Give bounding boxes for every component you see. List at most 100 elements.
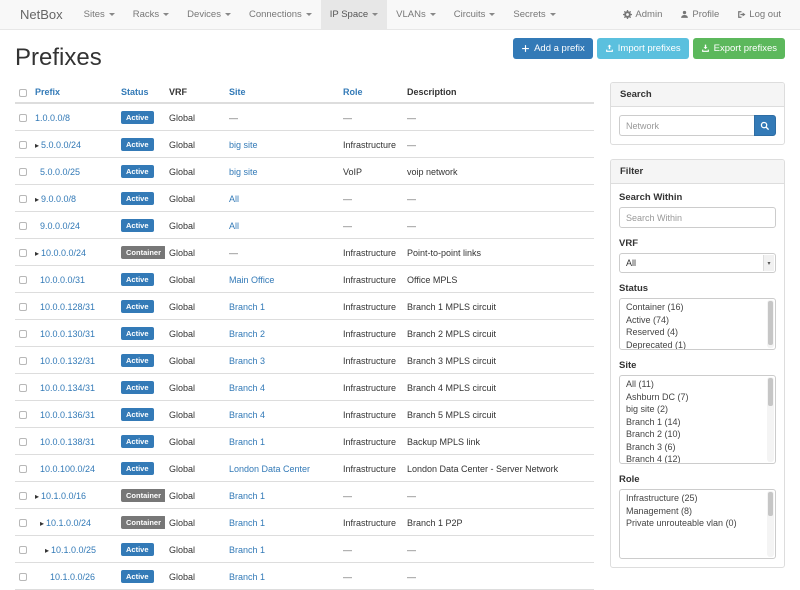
row-checkbox[interactable] <box>19 195 27 204</box>
prefix-link[interactable]: 9.0.0.0/8 <box>41 193 77 204</box>
nav-item-profile[interactable]: Profile <box>671 0 728 29</box>
site-filter-list[interactable]: All (11) Ashburn DC (7) big site (2) Branch… <box>619 375 776 464</box>
site-link[interactable]: Main Office <box>229 274 275 285</box>
prefix-link[interactable]: 10.0.0.134/31 <box>40 382 96 393</box>
site-link[interactable]: Branch 1 <box>229 571 266 582</box>
site-link[interactable]: big site <box>229 139 258 150</box>
filter-option[interactable]: Branch 3 (6) <box>626 441 676 452</box>
prefix-link[interactable]: 10.0.0.0/24 <box>41 247 87 258</box>
nav-item-racks[interactable]: Racks <box>124 0 178 29</box>
scrollbar[interactable] <box>767 377 774 462</box>
row-checkbox[interactable] <box>19 438 27 447</box>
row-checkbox[interactable] <box>19 249 27 258</box>
site-link[interactable]: Branch 1 <box>229 490 266 501</box>
search-within-input[interactable] <box>619 207 776 228</box>
filter-option[interactable]: Ashburn DC (7) <box>626 391 689 402</box>
search-button[interactable] <box>753 115 776 136</box>
scrollbar-thumb[interactable] <box>768 301 773 345</box>
status-filter-list[interactable]: Container (16) Active (74) Reserved (4) Dep… <box>619 298 776 350</box>
prefix-link[interactable]: 10.1.0.0/24 <box>46 517 92 528</box>
prefix-link[interactable]: 10.0.0.138/31 <box>40 436 96 447</box>
site-link[interactable]: Branch 1 <box>229 517 266 528</box>
nav-item-vlans[interactable]: VLANs <box>387 0 445 29</box>
import-prefixes-button[interactable]: Import prefixes <box>596 38 689 59</box>
prefix-link[interactable]: 10.1.0.0/26 <box>50 571 96 582</box>
row-checkbox[interactable] <box>19 411 27 420</box>
row-checkbox[interactable] <box>19 492 27 501</box>
row-checkbox[interactable] <box>19 384 27 393</box>
description-cell: — <box>403 535 594 563</box>
site-link[interactable]: All <box>229 193 240 204</box>
scrollbar[interactable] <box>767 491 774 557</box>
row-checkbox[interactable] <box>19 357 27 366</box>
prefix-link[interactable]: 10.0.0.136/31 <box>40 409 96 420</box>
row-checkbox[interactable] <box>19 546 27 555</box>
row-checkbox[interactable] <box>19 222 27 231</box>
filter-option[interactable]: Infrastructure (25) <box>626 493 698 503</box>
site-link[interactable]: Branch 4 <box>229 409 266 420</box>
row-checkbox[interactable] <box>19 573 27 582</box>
row-checkbox[interactable] <box>19 519 27 528</box>
row-checkbox[interactable] <box>19 114 27 123</box>
filter-option[interactable]: Branch 1 (14) <box>626 416 681 427</box>
nav-item-connections[interactable]: Connections <box>240 0 321 29</box>
prefix-link[interactable]: 10.1.0.0/16 <box>41 490 87 501</box>
filter-option[interactable]: Private unrouteable vlan (0) <box>626 518 737 528</box>
site-link[interactable]: Branch 4 <box>229 382 266 393</box>
site-link[interactable]: big site <box>229 166 258 177</box>
site-link[interactable]: Branch 1 <box>229 436 266 447</box>
filter-option[interactable]: Active (74) <box>626 314 670 325</box>
prefix-link[interactable]: 5.0.0.0/25 <box>40 166 81 177</box>
site-link[interactable]: Branch 2 <box>229 328 266 339</box>
site-link[interactable]: Branch 1 <box>229 301 266 312</box>
nav-item-secrets[interactable]: Secrets <box>504 0 564 29</box>
prefix-link[interactable]: 10.0.0.0/31 <box>40 274 86 285</box>
nav-item-admin[interactable]: Admin <box>614 0 671 29</box>
row-checkbox[interactable] <box>19 465 27 474</box>
prefix-link[interactable]: 9.0.0.0/24 <box>40 220 81 231</box>
column-header-role[interactable]: Role <box>343 87 363 97</box>
column-header-site[interactable]: Site <box>229 87 246 97</box>
filter-option[interactable]: big site (2) <box>626 404 669 414</box>
site-link[interactable]: Branch 1 <box>229 544 266 555</box>
prefix-link[interactable]: 10.0.100.0/24 <box>40 463 96 474</box>
column-header-prefix[interactable]: Prefix <box>35 87 61 97</box>
filter-option[interactable]: Deprecated (1) <box>626 339 687 350</box>
role-filter-list[interactable]: Infrastructure (25) Management (8) Private… <box>619 489 776 559</box>
nav-item-devices[interactable]: Devices <box>178 0 240 29</box>
prefix-link[interactable]: 10.0.0.130/31 <box>40 328 96 339</box>
prefix-link[interactable]: 1.0.0.0/8 <box>35 112 71 123</box>
filter-option[interactable]: Reserved (4) <box>626 327 679 337</box>
row-checkbox[interactable] <box>19 303 27 312</box>
chevron-down-icon <box>224 13 231 16</box>
site-link[interactable]: Branch 3 <box>229 355 266 366</box>
prefix-link[interactable]: 5.0.0.0/24 <box>41 139 82 150</box>
site-link[interactable]: All <box>229 220 240 231</box>
filter-option[interactable]: Branch 2 (10) <box>626 429 681 439</box>
filter-option[interactable]: All (11) <box>626 379 654 389</box>
row-checkbox[interactable] <box>19 141 27 150</box>
nav-item-ip-space[interactable]: IP Space <box>320 0 388 29</box>
prefix-link[interactable]: 10.1.0.0/25 <box>51 544 97 555</box>
add-prefix-button[interactable]: Add a prefix <box>513 38 593 59</box>
app-brand[interactable]: NetBox <box>20 7 63 22</box>
prefix-link[interactable]: 10.0.0.128/31 <box>40 301 96 312</box>
row-checkbox[interactable] <box>19 168 27 177</box>
vrf-filter-select[interactable]: All ▾ <box>619 253 776 273</box>
filter-option[interactable]: Branch 4 (12) <box>626 454 681 464</box>
column-header-status[interactable]: Status <box>121 87 149 97</box>
row-checkbox[interactable] <box>19 330 27 339</box>
scrollbar-thumb[interactable] <box>768 378 773 406</box>
filter-option[interactable]: Container (16) <box>626 302 684 312</box>
nav-item-log-out[interactable]: Log out <box>728 0 790 29</box>
nav-item-circuits[interactable]: Circuits <box>445 0 505 29</box>
scrollbar-thumb[interactable] <box>768 492 773 516</box>
scrollbar[interactable] <box>767 300 774 348</box>
select-all-checkbox[interactable] <box>19 88 27 97</box>
export-prefixes-button[interactable]: Export prefixes <box>692 38 785 59</box>
nav-item-sites[interactable]: Sites <box>75 0 124 29</box>
search-input[interactable] <box>619 115 754 136</box>
prefix-link[interactable]: 10.0.0.132/31 <box>40 355 96 366</box>
row-checkbox[interactable] <box>19 276 27 285</box>
site-link[interactable]: London Data Center <box>229 463 311 474</box>
